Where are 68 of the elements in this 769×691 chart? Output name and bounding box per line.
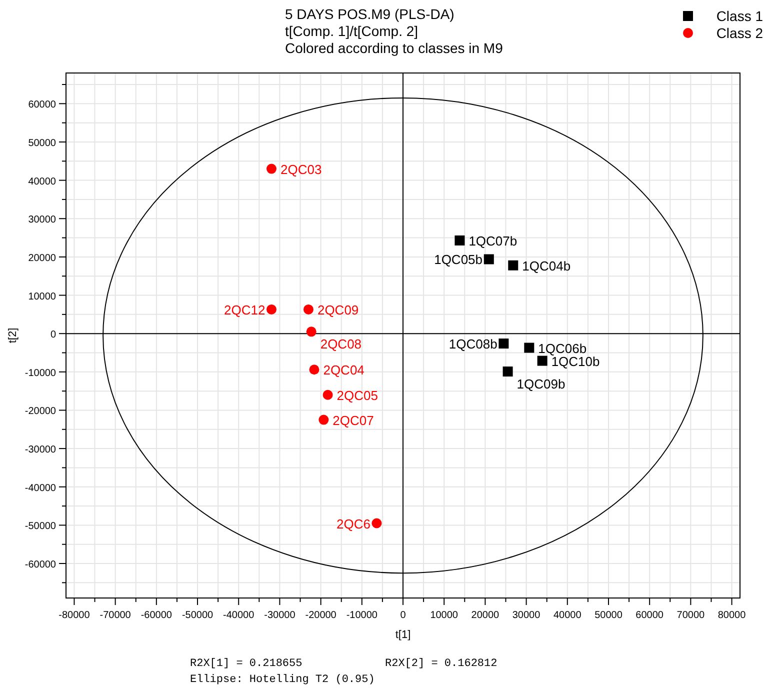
annotation: 2QC09 [317, 302, 359, 318]
y-tick-label: 60000 [28, 100, 56, 111]
point [498, 338, 509, 349]
annotation: 1QC07b [468, 233, 518, 248]
x-tick-label: -70000 [100, 610, 132, 621]
x-tick-label: 70000 [676, 610, 706, 621]
point [454, 235, 465, 246]
point [322, 390, 333, 400]
y-tick-label: 20000 [28, 252, 56, 264]
annotation: 1QC09b [516, 376, 566, 392]
text: R2X[2] = 0.162812 [385, 658, 498, 670]
x-tick-label: 40000 [553, 610, 582, 621]
annotation: 2QC03 [280, 162, 322, 177]
chart-title: 5 DAYS POS.M9 (PLS-DA) [285, 6, 454, 22]
annotation: 1QC05b [434, 252, 483, 268]
point [537, 356, 548, 366]
annotation: 2QC07 [332, 412, 374, 428]
x-tick-label: -50000 [182, 610, 214, 621]
x-tick-label: 50000 [594, 610, 623, 621]
annotation: 2QC12 [224, 302, 266, 318]
point [502, 366, 513, 377]
annotation: 1QC08b [448, 336, 498, 352]
x-tick-label: -20000 [305, 610, 337, 621]
x-tick-label: 60000 [636, 610, 664, 621]
x-tick-label: 10000 [430, 610, 458, 621]
x-tick-label: -40000 [223, 610, 255, 621]
x-tick-label: -10000 [346, 610, 378, 621]
y-axis-title: t[2] [7, 328, 19, 344]
chart-subtitle: t[Comp. 1]/t[Comp. 2] Colored according to classes in M9 [285, 23, 504, 56]
point [303, 304, 314, 314]
annotation: 2QC05 [336, 388, 378, 403]
text: Ellipse: Hotelling T2 (0.95) [190, 674, 375, 686]
legend-label: Class 1 [716, 8, 764, 24]
x-tick-label: -30000 [264, 610, 296, 621]
point [266, 164, 276, 174]
annotation: 2QC08 [320, 336, 362, 352]
annotation: 2QC6 [336, 516, 370, 532]
x-tick-label: -60000 [140, 610, 172, 621]
y-tick-label: -20000 [24, 406, 56, 418]
y-tick-label: -40000 [24, 482, 56, 494]
x-tick-label: -80000 [58, 610, 90, 621]
annotation: 2QC04 [323, 362, 364, 378]
annotation: 1QC04b [522, 258, 571, 274]
x-tick-label: 80000 [718, 610, 746, 621]
text: R2X[1] = 0.218655 [190, 658, 302, 670]
point [318, 414, 329, 425]
point [524, 342, 534, 353]
y-tick-label: 0 [50, 330, 56, 341]
x-tick-label: 30000 [512, 610, 541, 621]
y-tick-label: 30000 [28, 214, 56, 226]
y-tick-label: 10000 [28, 291, 56, 302]
y-tick-label: -60000 [24, 560, 56, 571]
y-tick-label: -30000 [24, 444, 56, 456]
point [306, 326, 316, 337]
point [372, 518, 382, 528]
y-tick-label: -50000 [24, 521, 56, 532]
point [484, 254, 494, 264]
point [309, 364, 320, 375]
point [508, 260, 518, 270]
y-tick-label: 50000 [28, 138, 56, 149]
y-tick-label: 40000 [28, 176, 56, 188]
y-tick-label: -10000 [24, 368, 56, 379]
legend-label: Class 2 [716, 25, 764, 41]
annotation: 1QC06b [538, 340, 587, 356]
x-tick-label: 20000 [471, 610, 500, 621]
x-axis-title: t[1] [395, 629, 411, 641]
point [266, 304, 276, 314]
x-tick-label: 0 [400, 610, 406, 621]
